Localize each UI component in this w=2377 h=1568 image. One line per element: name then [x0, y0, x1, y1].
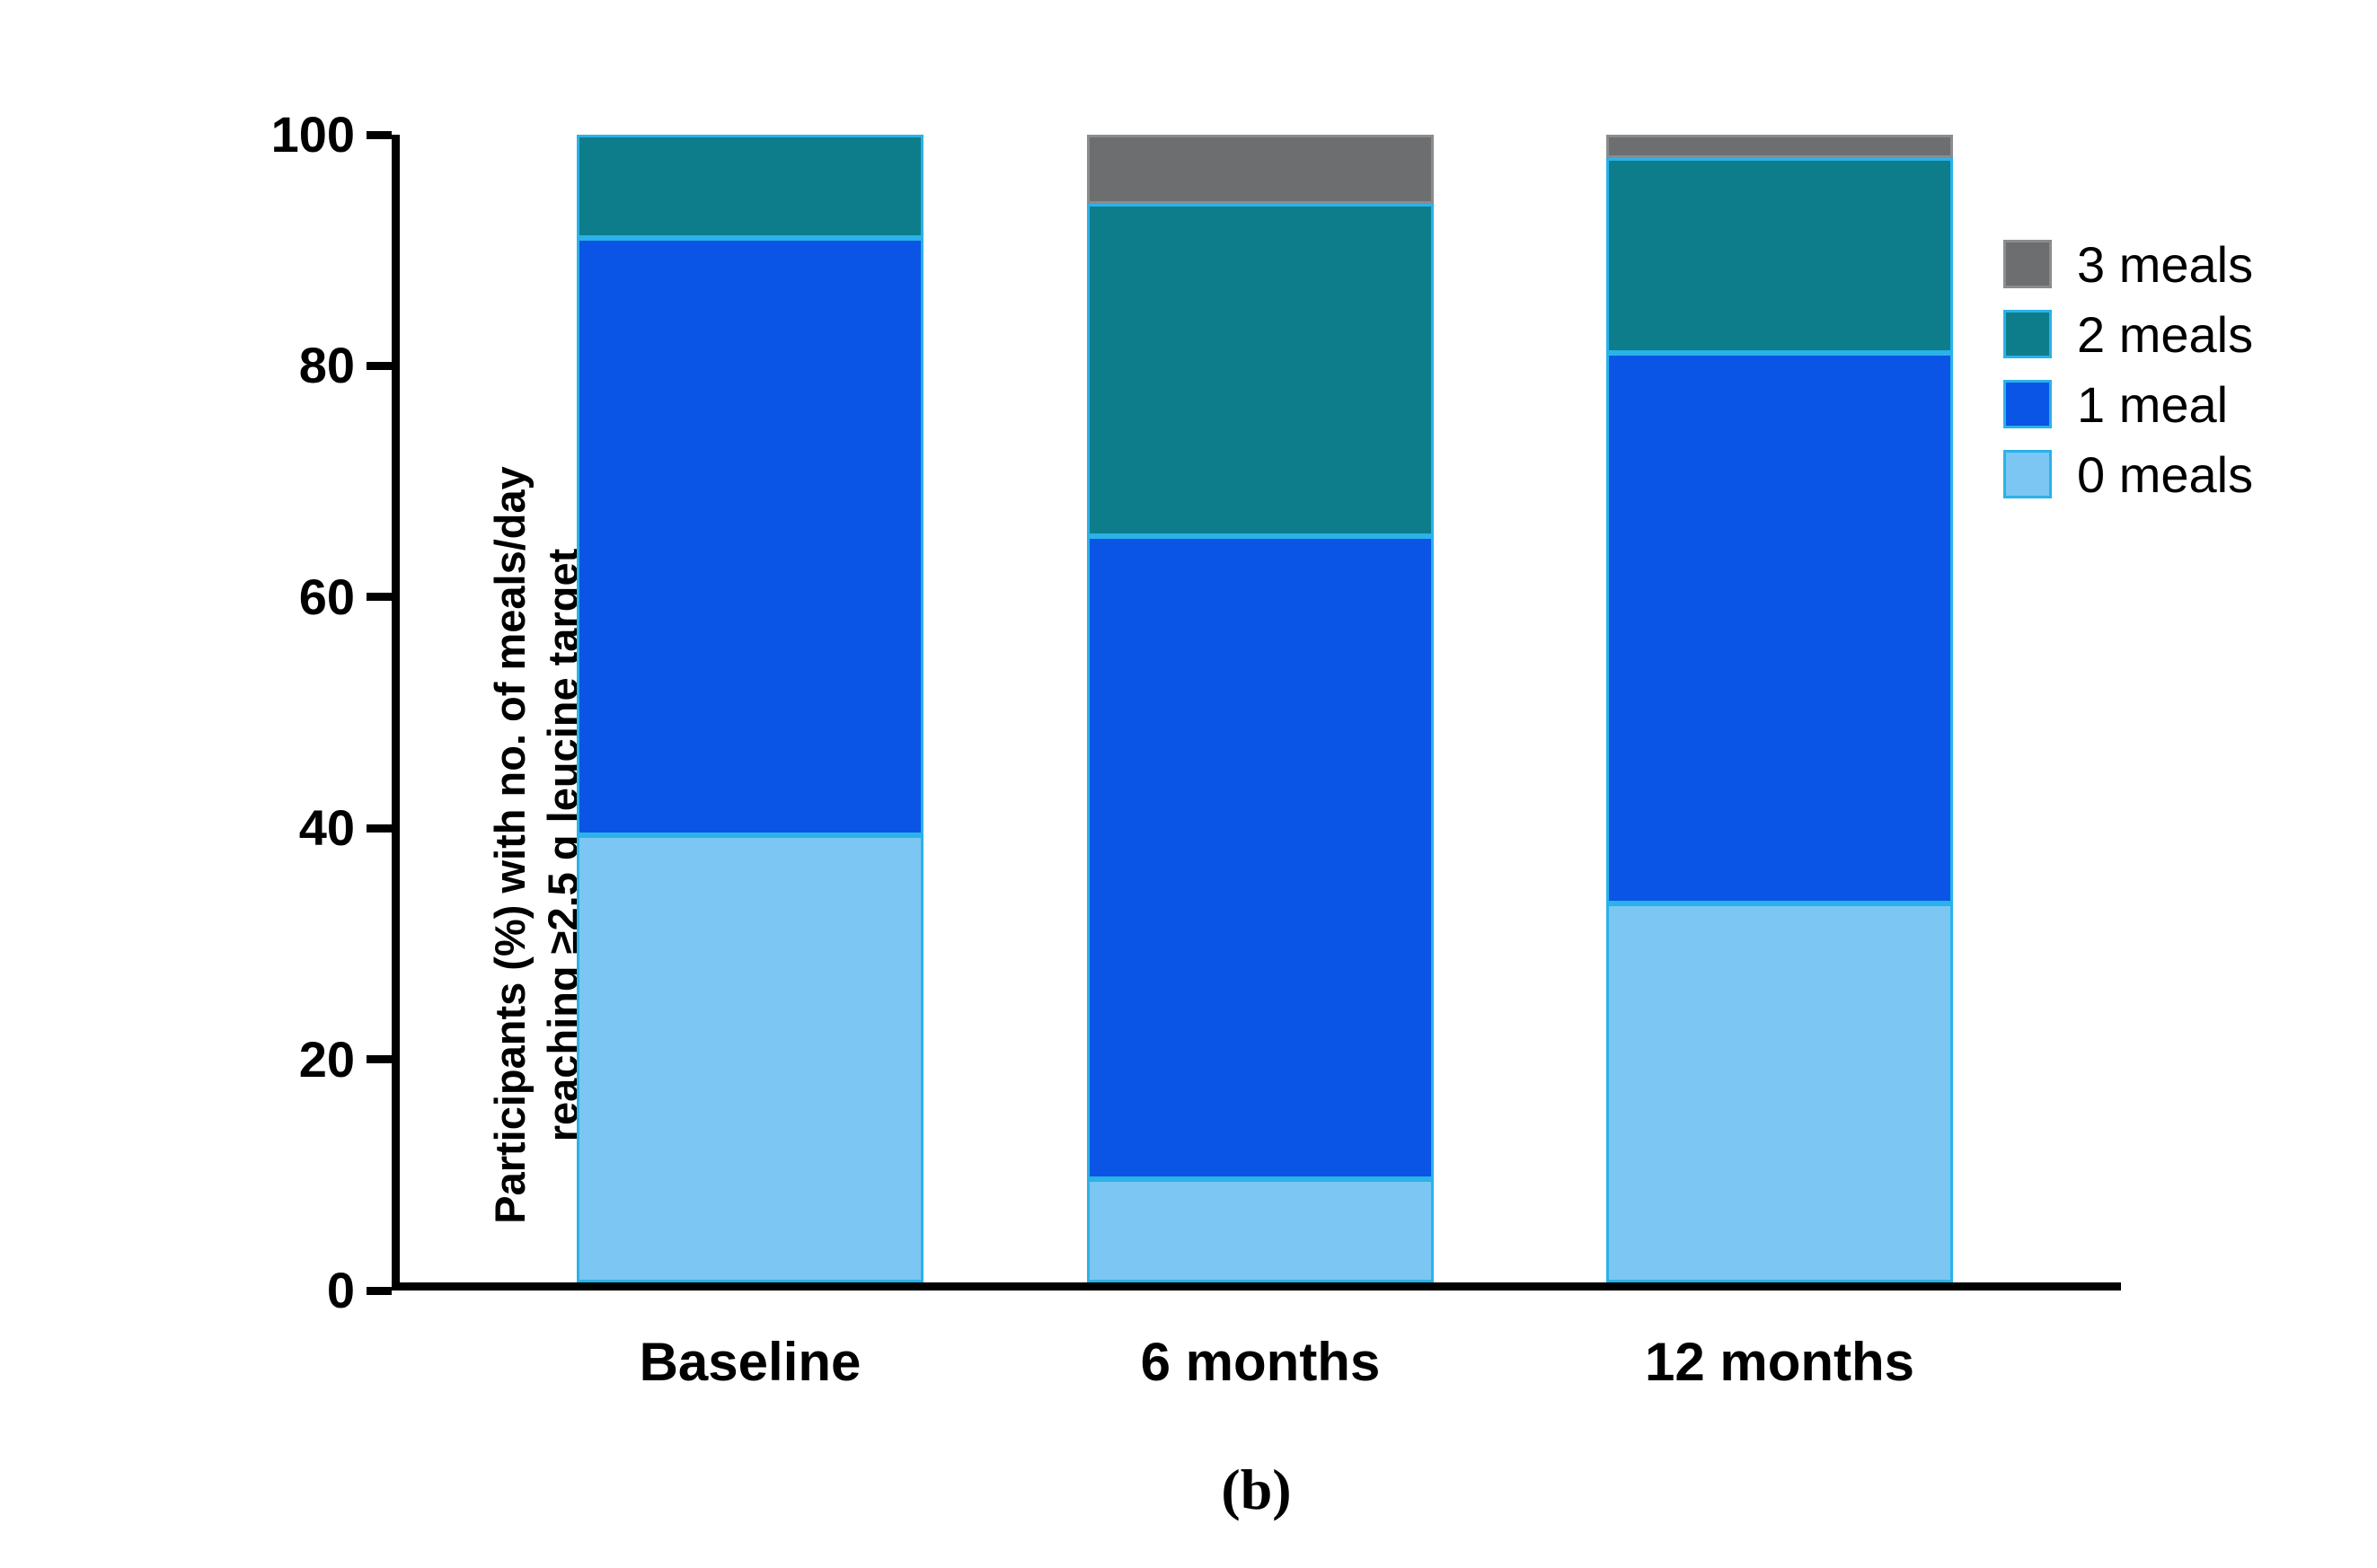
y-tick-label: 60	[298, 568, 355, 625]
y-tick-mark	[367, 361, 392, 370]
y-tick-label: 100	[270, 106, 355, 163]
bar-segment-0-meals	[577, 834, 923, 1282]
legend-swatch	[2003, 380, 2052, 428]
y-tick-label: 0	[326, 1262, 355, 1318]
y-tick-label: 80	[298, 337, 355, 394]
bar-segment-0-meals	[1087, 1178, 1434, 1282]
bar-12-months	[1606, 135, 1953, 1282]
bar-baseline	[577, 135, 923, 1282]
legend-label: 2 meals	[2077, 305, 2254, 363]
figure-caption: (b)	[1221, 1458, 1292, 1521]
x-tick-label: Baseline	[639, 1332, 862, 1392]
legend-swatch	[2003, 240, 2052, 288]
legend-label: 1 meal	[2077, 375, 2229, 433]
legend-item-3-meals: 3 meals	[2003, 229, 2253, 299]
plot-area: Participants (%) with no. of meals/day r…	[271, 110, 2121, 1392]
bar-segment-1-meal	[1606, 352, 1953, 904]
bar-segment-2-meals	[577, 135, 923, 239]
legend-label: 0 meals	[2077, 445, 2254, 503]
legend-item-0-meals: 0 meals	[2003, 439, 2253, 509]
y-tick-mark	[367, 824, 392, 832]
bar-segment-1-meal	[1087, 536, 1434, 1179]
legend-item-1-meal: 1 meal	[2003, 369, 2253, 439]
y-tick-mark	[367, 593, 392, 602]
bar-segment-0-meals	[1606, 903, 1953, 1282]
bar-6-months	[1087, 135, 1434, 1282]
y-tick-mark	[367, 130, 392, 139]
legend-item-2-meals: 2 meals	[2003, 299, 2253, 369]
x-tick-label: 6 months	[1140, 1332, 1381, 1392]
bar-segment-3-meals	[1087, 135, 1434, 204]
y-tick-mark	[367, 1286, 392, 1295]
legend: 3 meals 2 meals 1 meal 0 meals	[2003, 229, 2253, 509]
bar-segment-1-meal	[577, 238, 923, 835]
bar-segment-2-meals	[1087, 203, 1434, 537]
legend-swatch	[2003, 450, 2052, 498]
bar-segment-3-meals	[1606, 135, 1953, 158]
y-tick-label: 40	[298, 799, 355, 857]
bar-segment-2-meals	[1606, 157, 1953, 353]
legend-label: 3 meals	[2077, 235, 2254, 293]
y-tick-mark	[367, 1055, 392, 1064]
legend-swatch	[2003, 310, 2052, 358]
x-tick-label: 12 months	[1644, 1332, 1915, 1392]
y-tick-label: 20	[298, 1030, 355, 1088]
